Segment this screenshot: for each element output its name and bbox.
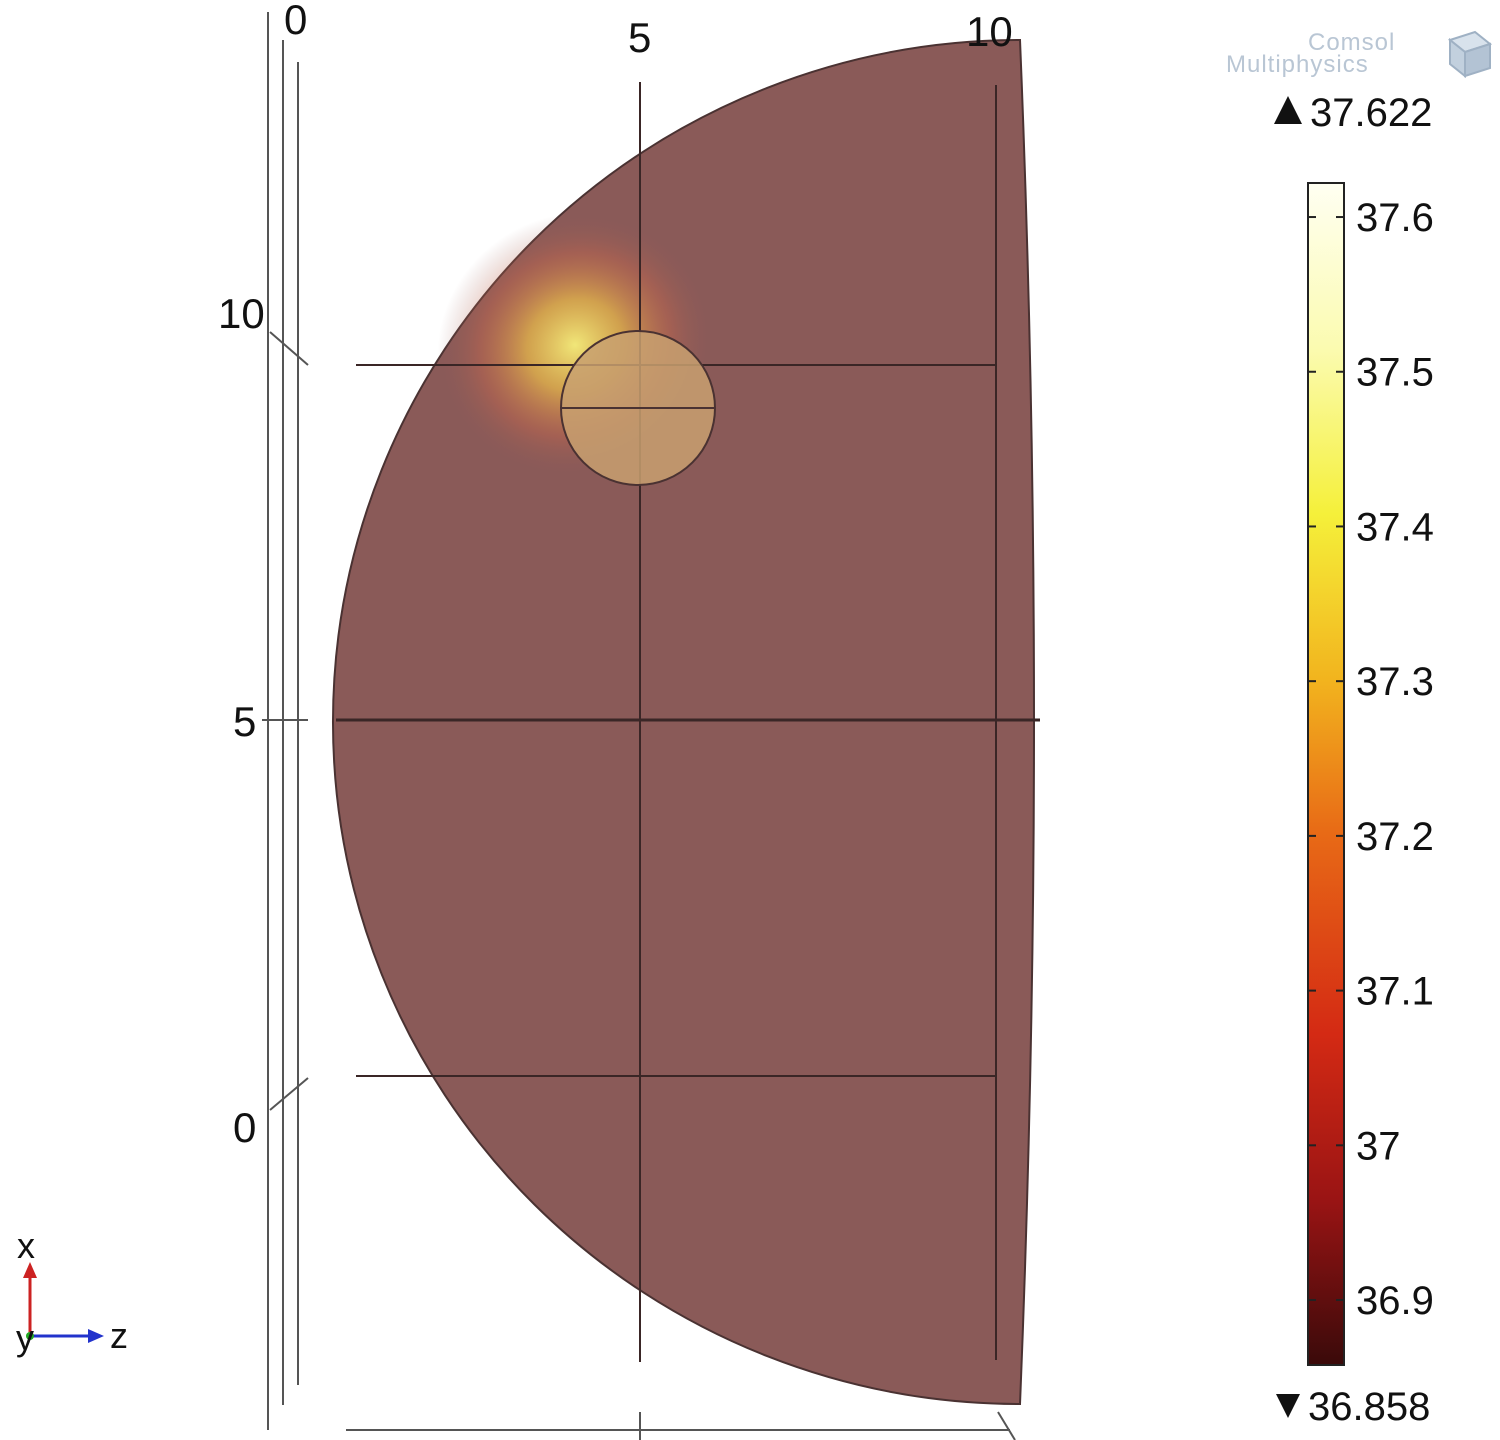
max-triangle-icon — [1274, 96, 1302, 124]
half-ellipsoid-body — [332, 38, 1035, 1406]
left-tick-5: 5 — [233, 698, 256, 745]
colorbar-tick-label: 37 — [1356, 1124, 1401, 1168]
colorbar-tick-label: 36.9 — [1356, 1279, 1434, 1323]
triad-y-label: y — [16, 1317, 34, 1358]
colorbar-tick-label: 37.2 — [1356, 815, 1434, 859]
min-triangle-icon — [1276, 1394, 1300, 1418]
comsol-cube-icon — [1447, 30, 1493, 79]
x-arrow-icon — [23, 1262, 37, 1278]
top-tick-5: 5 — [628, 14, 651, 61]
colorbar-max-label: 37.622 — [1310, 91, 1432, 135]
colorbar-tick-label: 37.5 — [1356, 351, 1434, 395]
top-tick-10: 10 — [966, 8, 1013, 55]
colorbar-ticks: 37.6 37.5 37.4 37.3 37.2 37.1 37 36.9 — [1308, 196, 1434, 1323]
colorbar: 37.622 37.6 37.5 37.4 37.3 37.2 37.1 37 36.9 36… — [1274, 91, 1434, 1429]
axis-tick-labels: 0 5 10 10 5 0 — [218, 0, 1013, 1151]
colorbar-gradient — [1307, 182, 1345, 1366]
left-tick-0: 0 — [233, 1104, 256, 1151]
y-axis-dot-icon — [26, 1332, 34, 1340]
colorbar-min-label: 36.858 — [1308, 1385, 1430, 1429]
comsol-watermark: Comsol Multiphysics — [1226, 29, 1493, 79]
triad-z-label: z — [110, 1315, 128, 1356]
triad-x-label: x — [17, 1225, 35, 1266]
top-tick-0: 0 — [284, 0, 307, 43]
colorbar-tick-label: 37.1 — [1356, 970, 1434, 1014]
axis-frame-left — [262, 12, 1016, 1440]
inclusion-sphere — [560, 330, 716, 486]
colorbar-tick-label: 37.4 — [1356, 505, 1434, 549]
left-tick-10: 10 — [218, 290, 265, 337]
watermark-line1: Comsol — [1308, 29, 1395, 56]
colorbar-tick-label: 37.6 — [1356, 196, 1434, 240]
z-arrow-icon — [88, 1329, 104, 1343]
colorbar-tick-label: 37.3 — [1356, 660, 1434, 704]
watermark-line2: Multiphysics — [1226, 51, 1369, 78]
orientation-triad: x y z — [16, 1225, 128, 1358]
